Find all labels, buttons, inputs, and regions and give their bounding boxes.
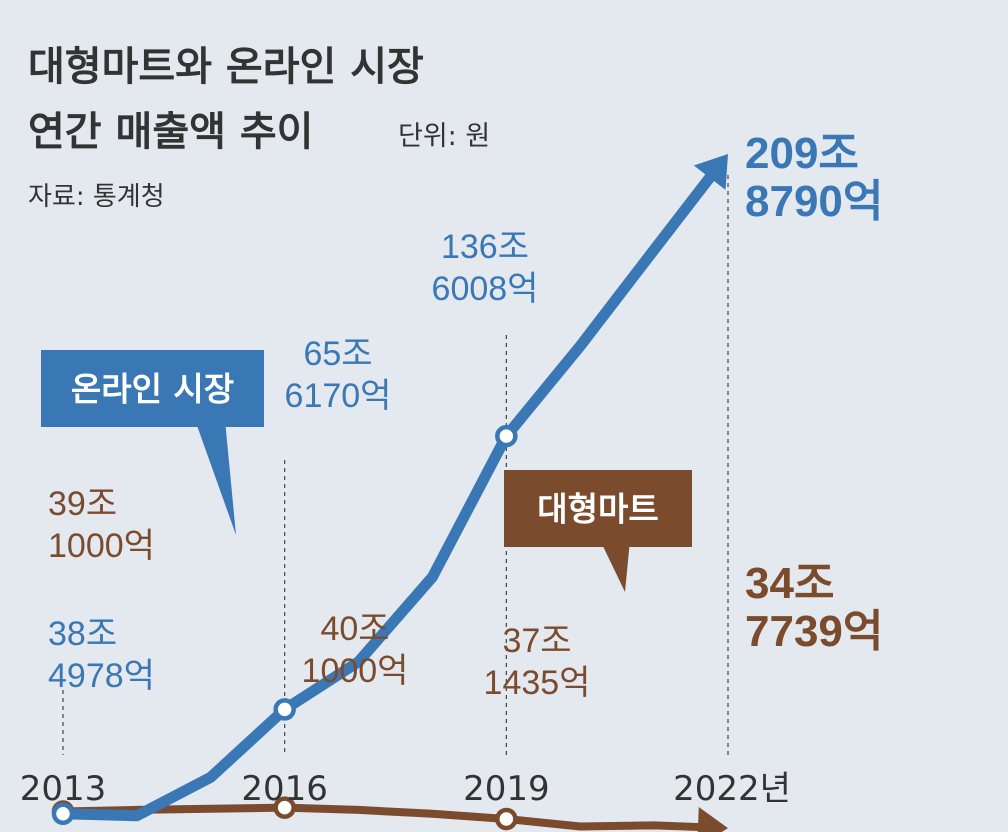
online-data-label: 8790억 (745, 177, 883, 226)
online-callout-label: 온라인 시장 (71, 370, 234, 409)
online-callout-box (41, 350, 264, 427)
mart-data-label: 1000억 (302, 652, 409, 690)
x-tick-label: 2013 (20, 769, 107, 809)
online-data-label: 38조 (48, 615, 117, 653)
online-data-label: 136조 (441, 228, 529, 266)
mart-point-marker (273, 796, 296, 819)
online-series-line (57, 170, 717, 822)
mart-series-arrow (697, 807, 728, 832)
chart-unit-label: 단위: 원 (398, 121, 490, 152)
mart-data-label: 7739억 (745, 607, 883, 656)
mart-callout-label: 대형마트 (537, 490, 658, 529)
chart-source-label: 자료: 통계청 (28, 182, 165, 212)
chart-title-line2: 연간 매출액 추이 (28, 109, 313, 155)
mart-data-label: 1000억 (48, 527, 155, 565)
mart-data-label: 1435억 (484, 664, 591, 702)
mart-data-label: 39조 (48, 485, 117, 523)
online-data-label: 65조 (303, 335, 372, 373)
x-axis: 2013 2016 2019 2022년 (20, 769, 791, 809)
online-data-label: 209조 (745, 129, 859, 178)
mart-callout-box (504, 470, 692, 547)
online-callout-tail (195, 420, 236, 535)
mart-data-label: 37조 (502, 622, 571, 660)
mart-callout-tail (600, 540, 630, 592)
mart-data-label: 40조 (320, 610, 389, 648)
online-point-marker (273, 698, 296, 721)
x-tick-label: 2022년 (673, 769, 791, 809)
online-point-marker (51, 802, 75, 826)
online-series-arrow (693, 153, 728, 190)
online-series (51, 153, 728, 826)
x-tick-label: 2016 (241, 769, 328, 809)
online-data-label: 6170억 (285, 377, 392, 415)
online-point-marker (495, 424, 518, 448)
mart-data-label: 34조 (745, 559, 834, 608)
x-tick-label: 2019 (463, 769, 550, 809)
mart-series-line (59, 803, 705, 832)
online-data-label: 4978억 (48, 657, 155, 695)
online-data-label: 6008억 (432, 270, 539, 308)
chart-title-line1: 대형마트와 온라인 시장 (28, 44, 424, 90)
mart-point-marker (495, 807, 518, 831)
